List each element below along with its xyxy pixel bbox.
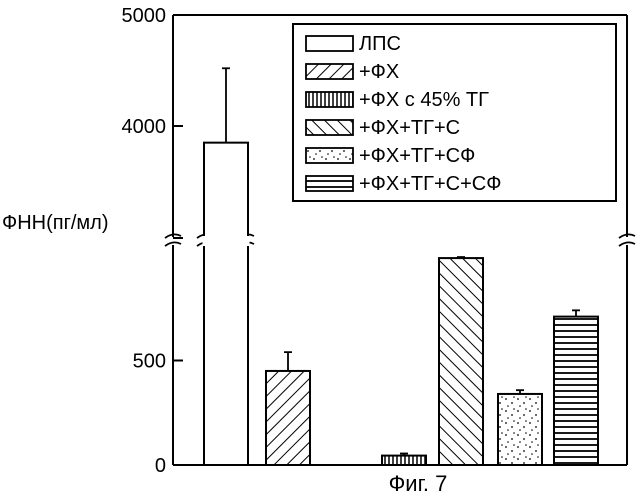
legend: ЛПС +ФХ +ФХ с 45% ТГ +ФХ+ТГ+С +ФХ+ТГ+СФ +ФХ+Т… xyxy=(293,24,616,201)
y-axis-label: ФНН(пг/мл) xyxy=(2,212,109,234)
legend-label: +ФХ с 45% ТГ xyxy=(359,89,489,111)
legend-label: ЛПС xyxy=(359,33,401,55)
bar-break-gap xyxy=(205,237,247,245)
y-tick-label: 500 xyxy=(133,351,166,373)
y-tick-label: 4000 xyxy=(122,116,167,138)
legend-swatch xyxy=(306,120,353,135)
bar-3 xyxy=(382,456,426,465)
bar-5 xyxy=(498,394,542,465)
bar-1 xyxy=(204,143,248,465)
legend-label: +ФХ+ТГ+С+СФ xyxy=(359,173,501,195)
legend-label: +ФХ+ТГ+С xyxy=(359,117,460,139)
legend-swatch xyxy=(306,176,353,191)
legend-swatch xyxy=(306,148,353,163)
figure-caption: Фиг. 7 xyxy=(389,471,448,496)
y-tick-label: 0 xyxy=(155,455,166,477)
legend-label: +ФХ xyxy=(359,61,399,83)
legend-swatch xyxy=(306,92,353,107)
legend-label: +ФХ+ТГ+СФ xyxy=(359,145,475,167)
bar-2 xyxy=(266,371,310,465)
y-tick-label: 5000 xyxy=(122,5,167,27)
legend-swatch xyxy=(306,64,353,79)
legend-swatch xyxy=(306,36,353,51)
bar-4 xyxy=(439,258,483,465)
bar-6 xyxy=(554,317,598,465)
